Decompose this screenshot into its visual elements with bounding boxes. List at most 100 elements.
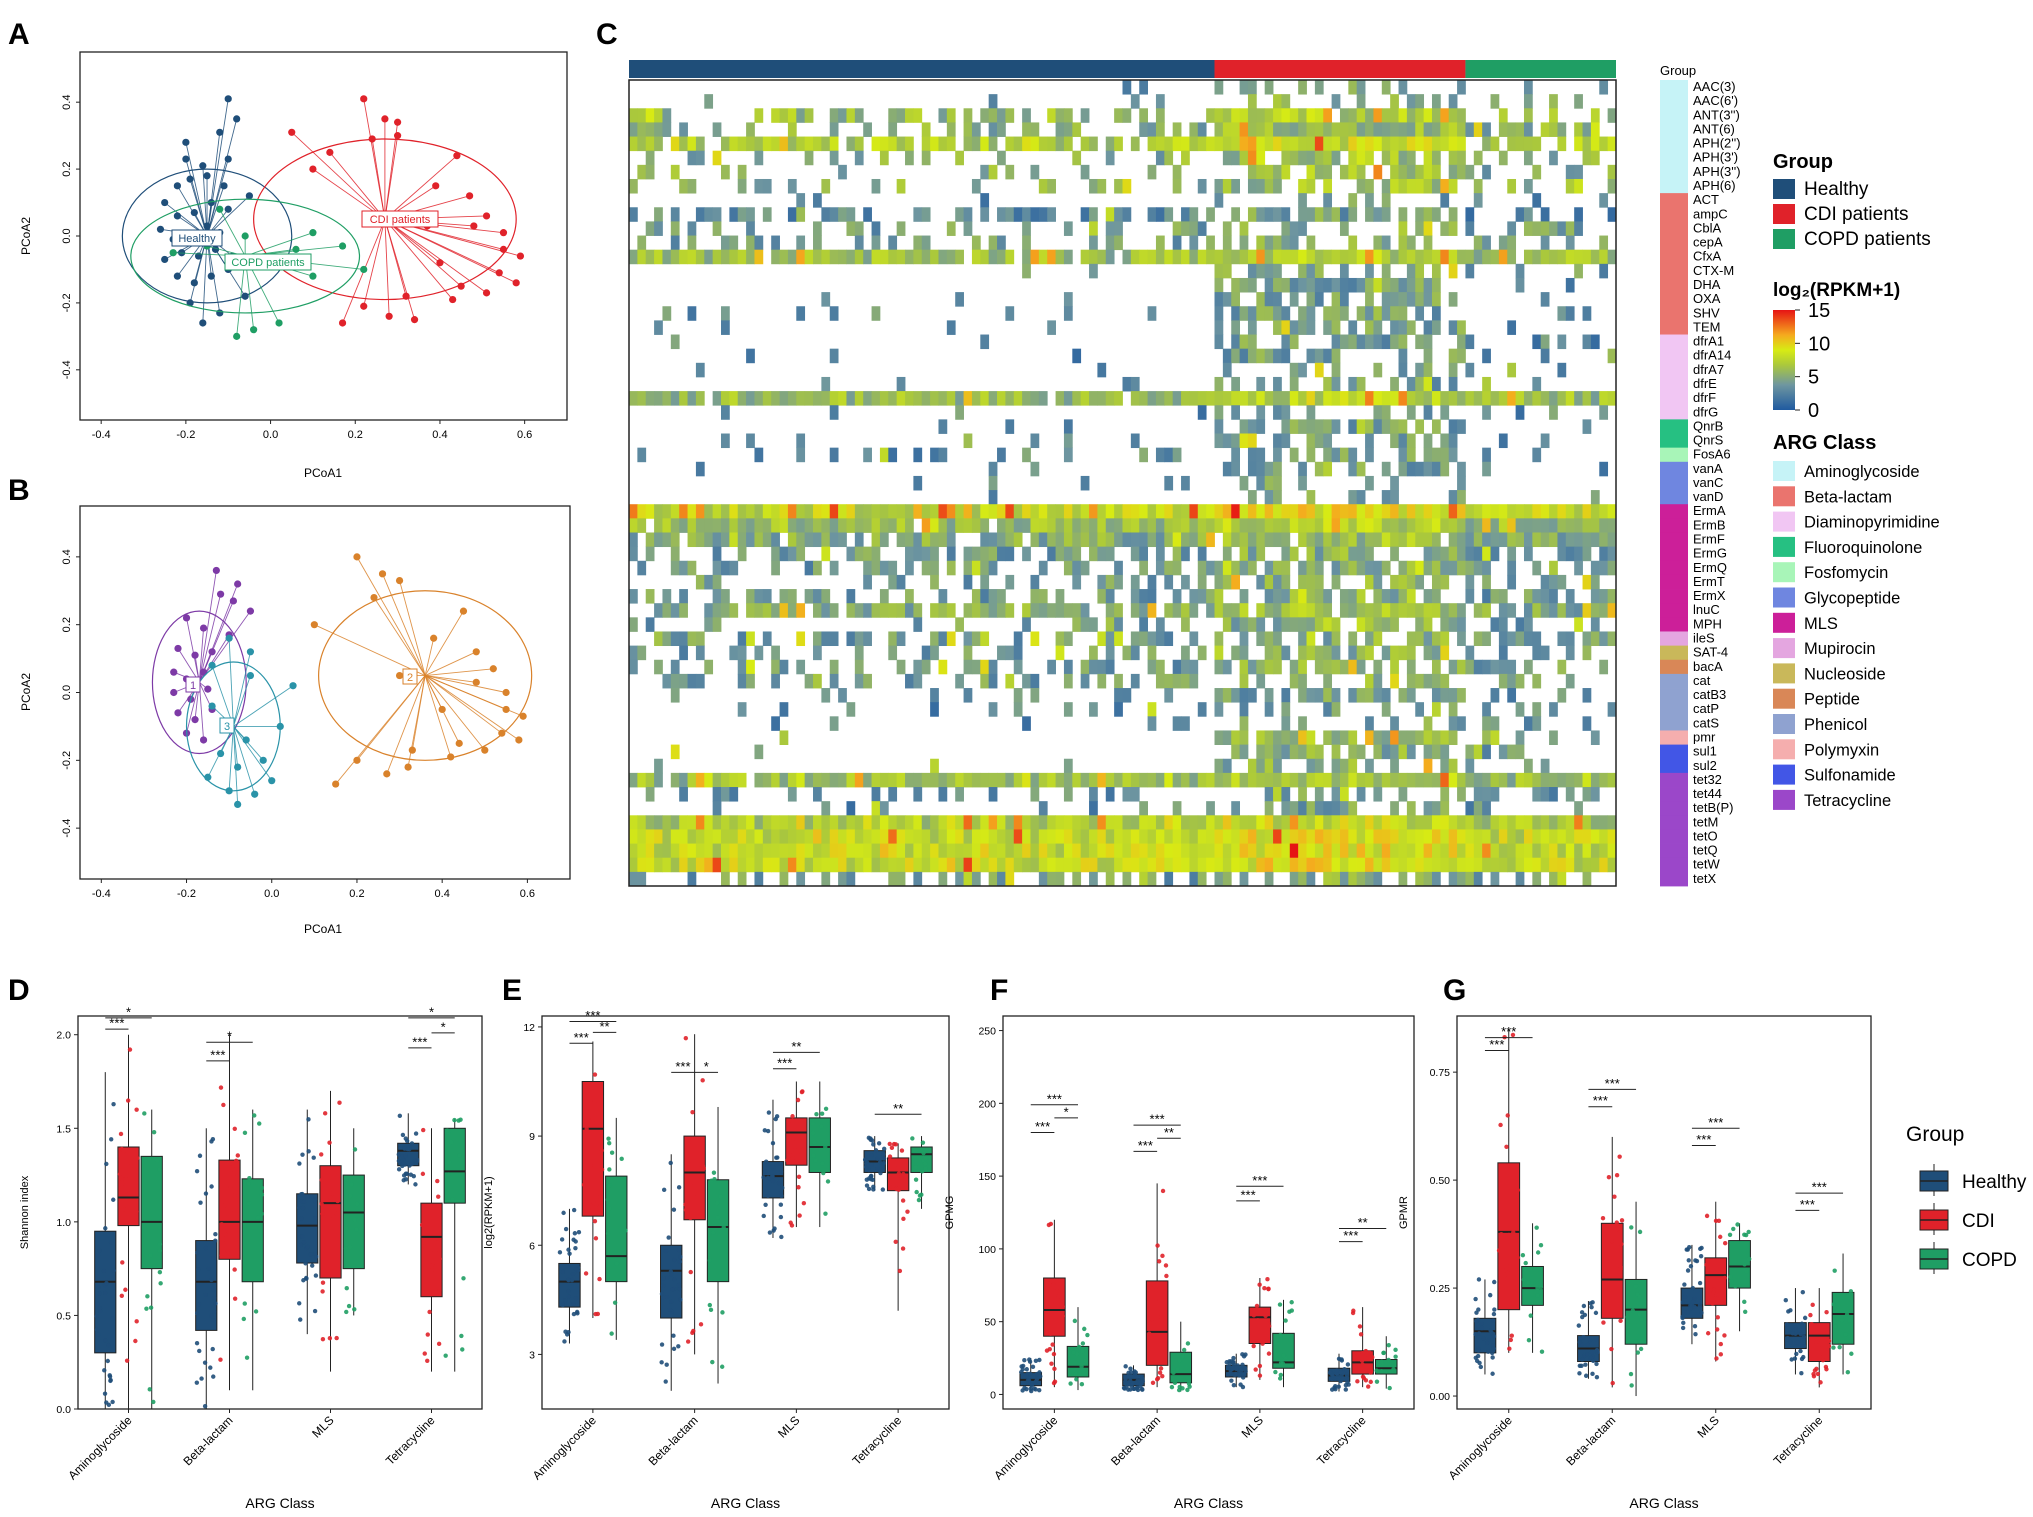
heatmap-cell	[1431, 801, 1441, 816]
heatmap-cell	[1339, 207, 1349, 222]
heatmap-cell	[1582, 603, 1592, 618]
heatmap-cell	[829, 829, 839, 844]
heatmap-cell	[1507, 235, 1517, 251]
heatmap-cell	[896, 815, 906, 830]
spoke	[425, 668, 494, 676]
heatmap-cell	[879, 391, 889, 406]
heatmap-cell	[946, 829, 956, 844]
colorbar-title: log₂(RPKM+1)	[1773, 280, 1900, 301]
x-axis-title: ARG Class	[245, 1495, 314, 1511]
jitter-point	[1180, 1353, 1185, 1359]
jitter-point	[707, 1258, 712, 1263]
heatmap-cell	[1247, 334, 1257, 350]
heatmap-cell	[1423, 348, 1433, 364]
heatmap-cell	[1448, 348, 1458, 364]
jitter-point	[899, 1176, 904, 1181]
jitter-point	[1839, 1318, 1845, 1323]
heatmap-cell	[1247, 560, 1257, 576]
heatmap-cell	[896, 178, 906, 194]
heatmap-cell	[1440, 787, 1450, 802]
heatmap-cell	[1365, 447, 1374, 463]
jitter-point	[1479, 1321, 1484, 1326]
heatmap-cell	[838, 391, 847, 406]
jitter-point	[419, 1222, 425, 1228]
heatmap-cell	[1080, 659, 1090, 675]
heatmap-cell	[1314, 843, 1324, 859]
heatmap-cell	[796, 871, 806, 887]
heatmap-cell	[1314, 645, 1324, 661]
heatmap-cell	[1356, 560, 1366, 576]
y-tick-label: 12	[523, 1022, 535, 1034]
heatmap-cell	[637, 122, 647, 137]
heatmap-cell	[654, 391, 663, 406]
heatmap-cell	[654, 207, 663, 222]
heatmap-cell	[1431, 150, 1441, 166]
heatmap-cell	[829, 659, 839, 675]
heatmap-cell	[1155, 659, 1165, 675]
heatmap-cell	[1607, 843, 1617, 859]
jitter-point	[557, 1250, 563, 1255]
heatmap-cell	[1348, 164, 1358, 180]
heatmap-cell	[804, 532, 814, 548]
heatmap-cell	[1105, 772, 1115, 788]
heatmap-cell	[1482, 532, 1491, 548]
jitter-point	[320, 1211, 325, 1216]
heatmap-cell	[695, 504, 705, 519]
heatmap-cell	[1289, 730, 1299, 745]
sample-point	[453, 152, 461, 160]
heatmap-cell	[771, 518, 780, 533]
jitter-point	[1243, 1369, 1248, 1374]
heatmap-cell	[1373, 744, 1383, 760]
heatmap-cell	[1482, 744, 1491, 760]
heatmap-cell	[997, 871, 1006, 887]
heatmap-cell	[1440, 758, 1450, 774]
heatmap-cell	[695, 829, 705, 844]
jitter-point	[232, 1193, 237, 1198]
heatmap-cell	[1013, 631, 1023, 647]
heatmap-cell	[1323, 589, 1333, 604]
heatmap-cell	[980, 772, 990, 788]
heatmap-cell	[1155, 617, 1165, 632]
heatmap-cell	[1314, 263, 1324, 279]
heatmap-cell	[1498, 772, 1508, 788]
jitter-point	[605, 1197, 610, 1202]
heatmap-cell	[1390, 829, 1399, 844]
heatmap-cell	[1348, 320, 1358, 335]
heatmap-cell	[1448, 688, 1458, 703]
sample-point	[383, 770, 391, 778]
jitter-point	[901, 1216, 906, 1222]
heatmap-cell	[1298, 560, 1307, 576]
spoke	[356, 556, 426, 676]
heatmap-cell	[1013, 702, 1023, 717]
heatmap-cell	[1063, 108, 1073, 123]
heatmap-cell	[1440, 546, 1450, 562]
heatmap-cell	[1105, 136, 1115, 152]
legend-swatch	[1773, 179, 1795, 199]
heatmap-cell	[1247, 94, 1257, 109]
jitter-point	[1060, 1313, 1066, 1319]
gene-label: OXA	[1693, 291, 1721, 306]
heatmap-cell	[938, 772, 948, 788]
jitter-point	[871, 1142, 876, 1147]
heatmap-cell	[1406, 405, 1416, 420]
jitter-point	[1600, 1216, 1606, 1221]
heatmap-cell	[1164, 207, 1174, 222]
heatmap-cell	[754, 150, 764, 166]
heatmap-cell	[712, 787, 722, 802]
heatmap-cell	[1331, 122, 1341, 137]
heatmap-cell	[1323, 603, 1333, 618]
heatmap-cell	[1063, 249, 1073, 265]
heatmap-cell	[1314, 829, 1324, 844]
heatmap-cell	[1063, 772, 1073, 788]
heatmap-cell	[1256, 518, 1266, 533]
heatmap-cell	[955, 843, 964, 859]
heatmap-cell	[1431, 207, 1441, 222]
heatmap-cell	[1457, 249, 1466, 265]
x-tick-label: 0.4	[432, 429, 447, 441]
heatmap-cell	[1457, 716, 1466, 731]
sample-point	[499, 229, 508, 237]
heatmap-cell	[1072, 504, 1082, 519]
jitter-point	[232, 1126, 237, 1131]
heatmap-cell	[695, 532, 705, 548]
significance-label: ***	[574, 1030, 589, 1045]
